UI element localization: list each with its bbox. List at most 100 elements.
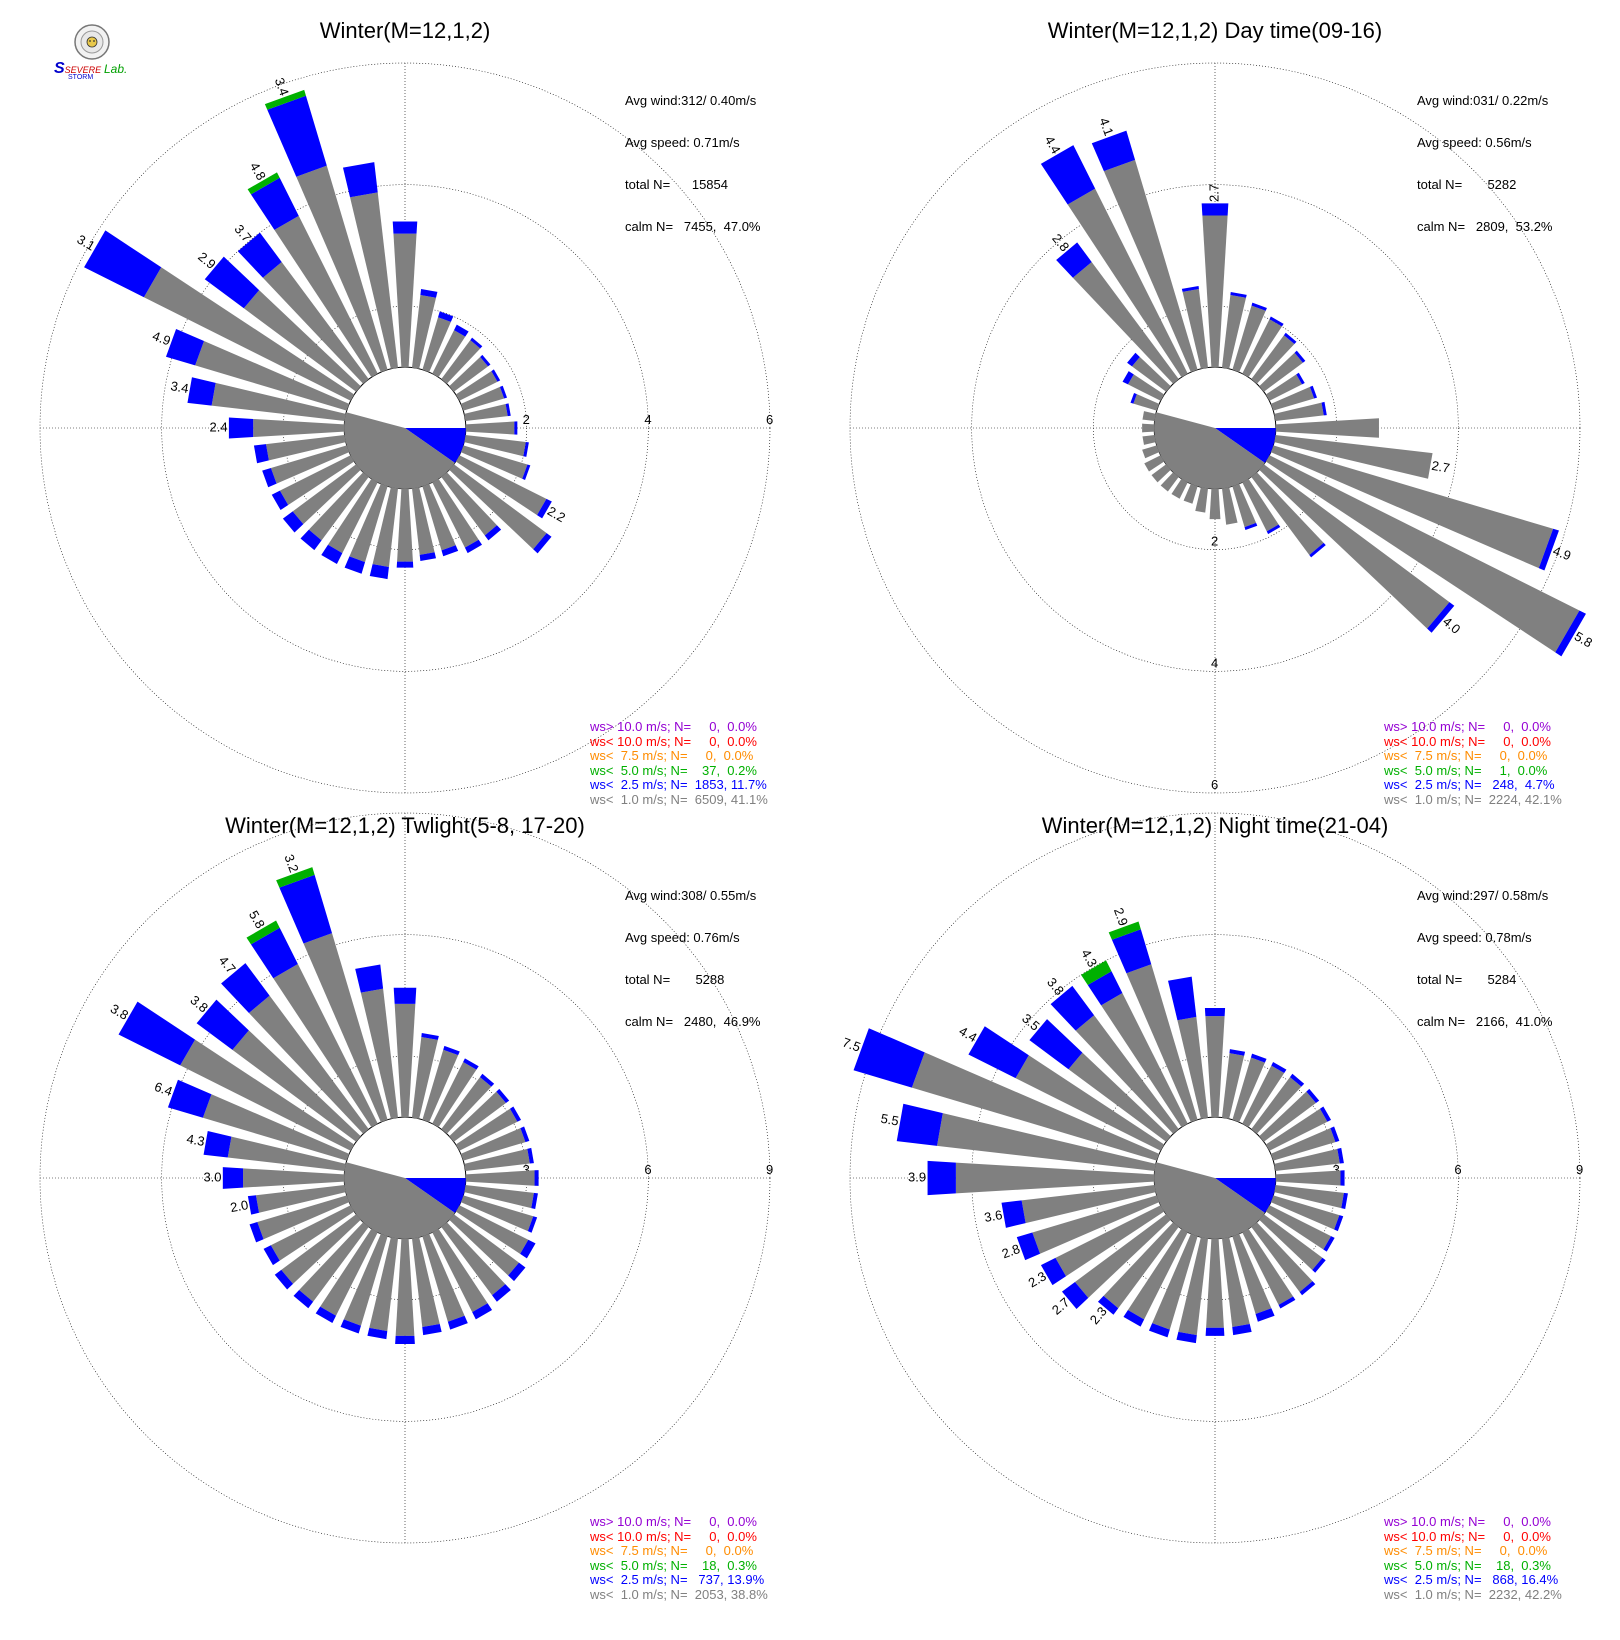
bar-segment-blue: [1244, 522, 1258, 531]
bar-segment-gray: [1274, 1184, 1344, 1209]
legend-entry: ws< 5.0 m/s; N= 37, 0.2%: [590, 762, 757, 778]
bar-segment-gray: [320, 1228, 378, 1316]
bar-segment-gray: [1131, 356, 1171, 392]
bar-segment-blue: [228, 417, 254, 439]
legend-entry: ws< 1.0 m/s; N= 6509, 41.1%: [590, 791, 768, 807]
bar-segment-blue: [896, 1103, 943, 1146]
bar-segment-gray: [299, 1222, 369, 1302]
calm-wedge-blue: [405, 428, 466, 463]
legend-entry: ws< 10.0 m/s; N= 0, 0.0%: [1384, 733, 1551, 749]
bar-segment-blue: [1309, 542, 1326, 558]
bar-segment-gray: [1127, 1228, 1188, 1320]
bar-segment-blue: [1061, 1281, 1089, 1309]
bar-segment-blue: [84, 230, 162, 298]
bar-segment-blue: [534, 1170, 539, 1186]
avg-wind-text: Avg wind:297/ 0.58m/s: [1417, 888, 1549, 903]
bar-segment-gray: [1101, 993, 1188, 1128]
bar-segment-gray: [1274, 402, 1324, 422]
wind-stats: Avg wind:308/ 0.55m/s Avg speed: 0.76m/s…: [625, 861, 761, 1057]
bar-segment-blue: [1289, 1073, 1305, 1087]
speed-legend: ws> 10.0 m/s; N= 0, 0.0% ws< 10.0 m/s; N=…: [590, 719, 768, 808]
bar-segment-blue: [496, 1088, 510, 1104]
bar-segment-gray: [1242, 478, 1279, 532]
bar-segment-gray: [432, 330, 466, 378]
bar-segment-gray: [465, 1170, 535, 1186]
bar-segment-gray: [372, 487, 399, 567]
bar-segment-blue: [1319, 1106, 1332, 1122]
bar-segment-blue: [221, 963, 270, 1013]
bar-segment-blue: [454, 324, 469, 337]
bar-segment-gray: [1021, 1184, 1156, 1224]
bar-segment-gray: [1126, 964, 1198, 1123]
bar-segment-gray: [395, 1238, 415, 1336]
bar-segment-gray: [273, 964, 378, 1128]
bar-segment-gray: [270, 445, 350, 484]
bar-segment-gray: [1275, 1170, 1341, 1186]
bar-segment-blue: [1330, 1126, 1340, 1143]
wind-stats: Avg wind:312/ 0.40m/s Avg speed: 0.71m/s…: [625, 66, 761, 262]
ring-tick-label: 6: [1211, 777, 1218, 792]
bar-segment-blue: [484, 525, 502, 541]
legend-entry: ws< 2.5 m/s; N= 1853, 11.7%: [590, 777, 767, 793]
bar-segment-blue: [1056, 242, 1092, 278]
total-n-text: total N= 5284: [1417, 972, 1517, 987]
wind-stats: Avg wind:297/ 0.58m/s Avg speed: 0.78m/s…: [1417, 861, 1553, 1057]
bar-segment-gray: [394, 1003, 416, 1118]
bar-segment-gray: [1270, 1128, 1336, 1161]
bar-segment-gray: [1144, 455, 1165, 472]
avg-wind-text: Avg wind:308/ 0.55m/s: [625, 888, 757, 903]
bar-segment-gray: [303, 933, 388, 1123]
bar-segment-blue: [499, 385, 508, 399]
bar-value-label: 3.4: [169, 378, 189, 396]
legend-entry: ws> 10.0 m/s; N= 0, 0.0%: [590, 1514, 757, 1529]
severe-storm-lab-logo: SSEVERE Lab. STORM: [54, 22, 148, 82]
legend-entry: ws> 10.0 m/s; N= 0, 0.0%: [1384, 719, 1551, 734]
legend-entry: ws< 5.0 m/s; N= 1, 0.0%: [1384, 762, 1548, 778]
bar-segment-blue: [293, 1289, 314, 1309]
bar-segment-gray: [143, 267, 355, 401]
bar-segment-gray: [411, 1237, 440, 1328]
bar-segment-gray: [1142, 411, 1156, 422]
chart-title: Winter(M=12,1,2) Night time(21-04): [1041, 813, 1389, 838]
legend-entry: ws< 1.0 m/s; N= 2232, 42.2%: [1384, 1586, 1562, 1602]
bar-segment-blue: [508, 1262, 526, 1282]
bar-segment-blue: [369, 564, 389, 580]
bar-segment-gray: [1265, 455, 1580, 653]
bar-segment-blue: [1283, 332, 1297, 345]
ring-tick-label: 2: [523, 412, 530, 427]
bar-segment-blue: [367, 1327, 388, 1340]
ring-tick-label: 2: [1211, 534, 1218, 549]
bar-segment-gray: [1142, 434, 1156, 445]
bar-value-label: 2.8: [1000, 1241, 1022, 1261]
bar-segment-blue: [1340, 1170, 1345, 1186]
bar-segment-blue: [422, 1323, 442, 1336]
bar-segment-gray: [449, 1091, 506, 1142]
bar-segment-blue: [342, 162, 378, 198]
grid-ring: [161, 934, 649, 1422]
bar-segment-gray: [422, 1233, 465, 1322]
bar-segment-blue: [470, 337, 483, 349]
bar-segment-gray: [1274, 1148, 1340, 1172]
bar-segment-blue: [1294, 350, 1306, 363]
bar-segment-blue: [419, 552, 437, 561]
bar-segment-gray: [1232, 1233, 1272, 1315]
avg-speed-text: Avg speed: 0.56m/s: [1417, 135, 1532, 150]
bar-segment-gray: [1251, 1077, 1302, 1134]
bar-segment-gray: [441, 1222, 506, 1296]
grid-ring: [849, 812, 1581, 1544]
bar-segment-blue: [315, 1306, 336, 1324]
bar-segment-gray: [1074, 1214, 1171, 1298]
ring-tick-label: 9: [1576, 1162, 1583, 1177]
bar-segment-gray: [1152, 1233, 1198, 1330]
legend-entry: ws< 7.5 m/s; N= 0, 0.0%: [590, 1543, 754, 1559]
bar-segment-blue: [1087, 971, 1123, 1006]
bar-segment-gray: [911, 1052, 1160, 1161]
bar-segment-blue: [263, 1245, 280, 1266]
bar-segment-gray: [449, 464, 547, 550]
bar-segment-gray: [1232, 483, 1257, 528]
bar-segment-blue: [1230, 292, 1247, 298]
bar-segment-blue: [443, 1045, 460, 1056]
windrose-chart-twilight: 3 6 92.03.04.36.43.8 3.84.75.83.2: [39, 812, 773, 1544]
bar-segment-blue: [1091, 130, 1136, 172]
bar-segment-gray: [248, 995, 369, 1134]
